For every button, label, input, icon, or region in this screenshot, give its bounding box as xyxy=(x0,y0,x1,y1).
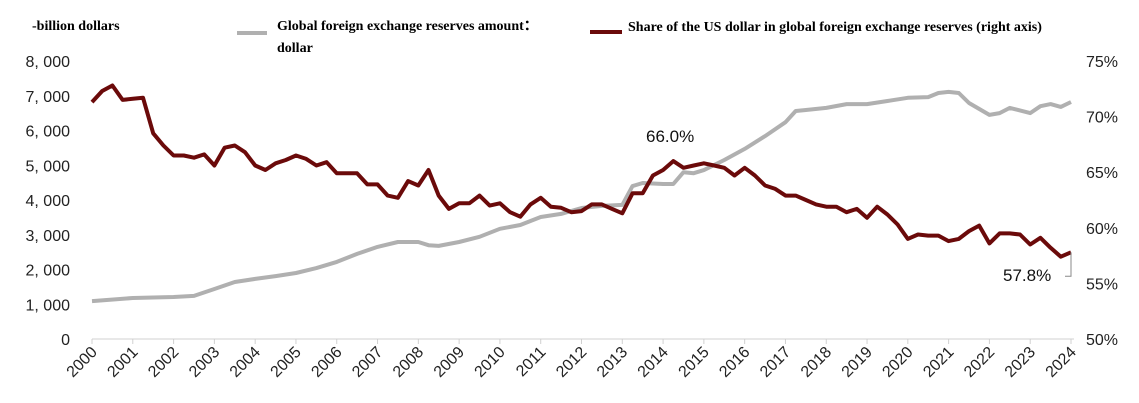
y-left-tick-label: 1, 000 xyxy=(26,297,71,314)
y-right-tick-label: 65% xyxy=(1086,165,1118,182)
latest-annotation: 57.8% xyxy=(1003,266,1051,285)
y-right-tick-label: 60% xyxy=(1086,221,1118,238)
x-tick-label: 2011 xyxy=(513,344,549,380)
y-left-tick-label: 0 xyxy=(61,332,70,349)
y-left-tick-label: 6, 000 xyxy=(26,124,71,141)
legend-swatch-reserves xyxy=(237,31,267,35)
x-tick-label: 2009 xyxy=(431,344,468,381)
y-left-tick-label: 8, 000 xyxy=(26,54,71,71)
y-left-tick-label: 5, 000 xyxy=(26,158,71,175)
y-left-tick-label: 2, 000 xyxy=(26,263,71,280)
x-tick-label: 2013 xyxy=(594,344,631,381)
y-right-tick-label: 70% xyxy=(1086,110,1118,127)
x-tick-label: 2012 xyxy=(553,344,590,381)
x-tick-label: 2021 xyxy=(920,344,957,381)
y-right-tick-label: 50% xyxy=(1086,332,1118,349)
y-right-tick-label: 75% xyxy=(1086,54,1118,71)
x-tick-label: 2007 xyxy=(349,344,386,381)
y-left-tick-label: 4, 000 xyxy=(26,193,71,210)
y-left-tick-label: 3, 000 xyxy=(26,228,71,245)
legend-label-reserves-line2: dollar xyxy=(277,41,313,56)
series-line-reserves xyxy=(91,89,1072,304)
series-line-dollar-share xyxy=(90,83,1072,259)
legend-entry-reserves: Global foreign exchange reserves amount：… xyxy=(277,16,538,60)
x-tick-label: 2024 xyxy=(1043,344,1080,381)
legend-label-reserves-line1: Global foreign exchange reserves amount： xyxy=(277,19,538,34)
x-tick-label: 2001 xyxy=(104,344,141,381)
x-tick-label: 2010 xyxy=(472,344,509,381)
x-tick-label: 2020 xyxy=(879,344,916,381)
legend-swatch-share xyxy=(590,30,622,34)
y-left-tick-label: 7, 000 xyxy=(26,89,71,106)
left-axis-unit-label: -billion dollars xyxy=(32,19,120,34)
x-tick-label: 2023 xyxy=(1002,344,1039,381)
x-tick-label: 2002 xyxy=(145,344,182,381)
x-tick-label: 2004 xyxy=(227,344,264,381)
x-tick-label: 2006 xyxy=(308,344,345,381)
peak-annotation: 66.0% xyxy=(646,127,694,146)
x-tick-label: 2003 xyxy=(186,344,223,381)
x-tick-label: 2016 xyxy=(716,344,753,381)
x-tick-label: 2014 xyxy=(635,344,672,381)
latest-annotation-leader xyxy=(1065,252,1072,277)
x-tick-label: 2008 xyxy=(390,344,427,381)
x-tick-label: 2017 xyxy=(757,344,794,381)
x-tick-label: 2022 xyxy=(961,344,998,381)
y-right-tick-label: 55% xyxy=(1086,276,1118,293)
x-tick-label: 2000 xyxy=(64,344,101,381)
x-tick-label: 2015 xyxy=(676,344,713,381)
legend-label-share: Share of the US dollar in global foreign… xyxy=(628,20,1042,35)
x-tick-label: 2019 xyxy=(839,344,876,381)
x-tick-label: 2018 xyxy=(798,344,835,381)
x-tick-label: 2005 xyxy=(268,344,305,381)
